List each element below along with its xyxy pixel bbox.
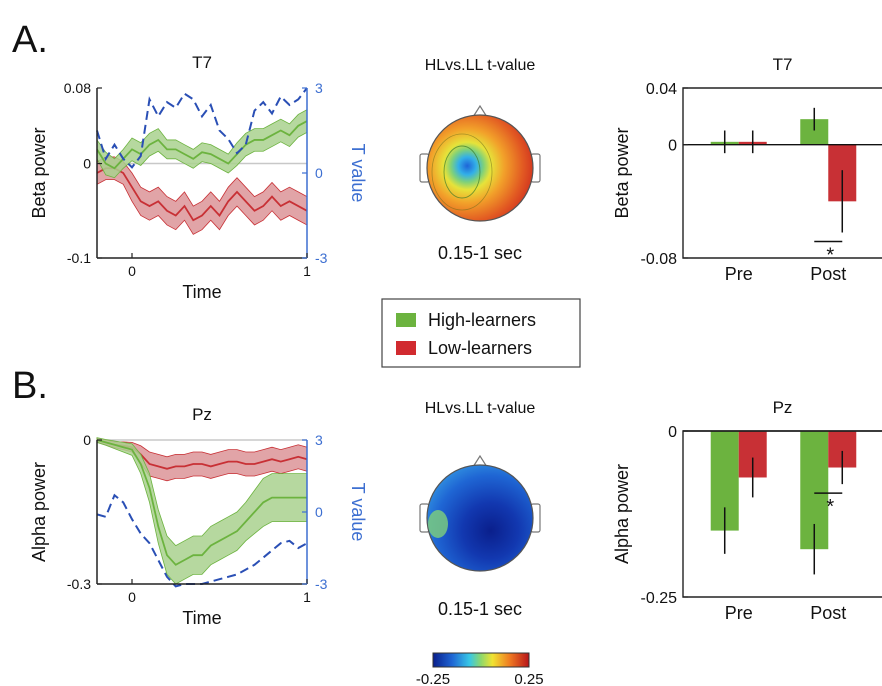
b_line-high-line: [96, 439, 307, 566]
a_line-tvalue-line: [96, 87, 308, 169]
b_bar-category-label: Post: [810, 603, 846, 623]
b_bar-title: Pz: [773, 398, 793, 417]
b_bar-category-label: Pre: [725, 603, 753, 623]
b_line-xlabel: Time: [182, 608, 221, 628]
a_topo-title: HLvs.LL t-value: [425, 57, 536, 74]
b_bar-axes: [682, 430, 882, 598]
a-topo-contour: [443, 145, 481, 199]
b_line-y2tick-label: -3: [315, 576, 328, 592]
b_line-xtick-label: 0: [128, 589, 136, 605]
a_line-xtick-label: 1: [303, 263, 311, 279]
a_bar-category-label: Pre: [725, 264, 753, 284]
b_line-y2label: T value: [348, 483, 368, 542]
a_bar-category-label: Post: [810, 264, 846, 284]
legend-swatch-high: [396, 313, 416, 327]
b_bar-significance-star: *: [826, 496, 834, 518]
b_line-ytick-label: -0.3: [67, 576, 91, 592]
a_line-title: T7: [192, 53, 212, 72]
b-topo-hotspot: [428, 510, 448, 538]
b_line-xtick-label: 1: [303, 589, 311, 605]
a_bar-ytick-label: 0: [668, 138, 677, 155]
b_line-title: Pz: [192, 405, 212, 424]
a_bar-ytick-label: 0.04: [646, 81, 677, 98]
a_bar-ytick-label: -0.08: [641, 251, 678, 268]
b_bar-ytick-label: -0.25: [641, 590, 678, 607]
a_line-ytick-label: 0.08: [64, 80, 91, 96]
colorbar-max-label: 0.25: [514, 671, 543, 686]
a_line-high-band: [96, 109, 308, 179]
a_line-y2tick-label: -3: [315, 250, 328, 266]
a_line-y2label: T value: [348, 144, 368, 203]
a_line-y2tick-label: 0: [315, 165, 323, 181]
b_bar-ytick-label: 0: [668, 424, 677, 441]
a_line-xlabel: Time: [182, 282, 221, 302]
panel-letter-a: A.: [12, 19, 48, 61]
colorbar-min-label: -0.25: [416, 671, 450, 686]
b_line-ylabel: Alpha power: [29, 462, 49, 562]
legend-swatch-low: [396, 341, 416, 355]
b_topo-title: HLvs.LL t-value: [425, 400, 536, 417]
a_topo-caption: 0.15-1 sec: [438, 243, 522, 263]
colorbar: [432, 652, 530, 668]
a_bar-ylabel: Beta power: [612, 127, 632, 218]
a-topo-contour: [431, 133, 493, 211]
b_line-y2tick-label: 0: [315, 504, 323, 520]
a_line-y2tick-label: 3: [315, 80, 323, 96]
a_line-low-line: [96, 167, 308, 222]
legend: High-learners Low-learners: [381, 298, 581, 368]
legend-label-low: Low-learners: [428, 338, 532, 358]
a_line-ytick-label: -0.1: [67, 250, 91, 266]
b_bar-ylabel: Alpha power: [612, 464, 632, 564]
b_topo-caption: 0.15-1 sec: [438, 599, 522, 619]
a_line-ylabel: Beta power: [29, 127, 49, 218]
a_bar-significance-star: *: [826, 245, 834, 267]
b_line-y2tick-label: 3: [315, 432, 323, 448]
a_line-xtick-label: 0: [128, 263, 136, 279]
a_line-ytick-label: 0: [83, 156, 91, 172]
a_line-low-band: [96, 156, 308, 235]
legend-box: [381, 298, 581, 368]
legend-label-high: High-learners: [428, 310, 536, 330]
a_bar-axes: [682, 87, 882, 259]
b_topo-head-map: [426, 464, 534, 572]
b_line-ytick-label: 0: [83, 432, 91, 448]
a_line-high-line: [96, 120, 308, 170]
a_bar-title: T7: [773, 55, 793, 74]
panel-letter-b: B.: [12, 365, 48, 407]
